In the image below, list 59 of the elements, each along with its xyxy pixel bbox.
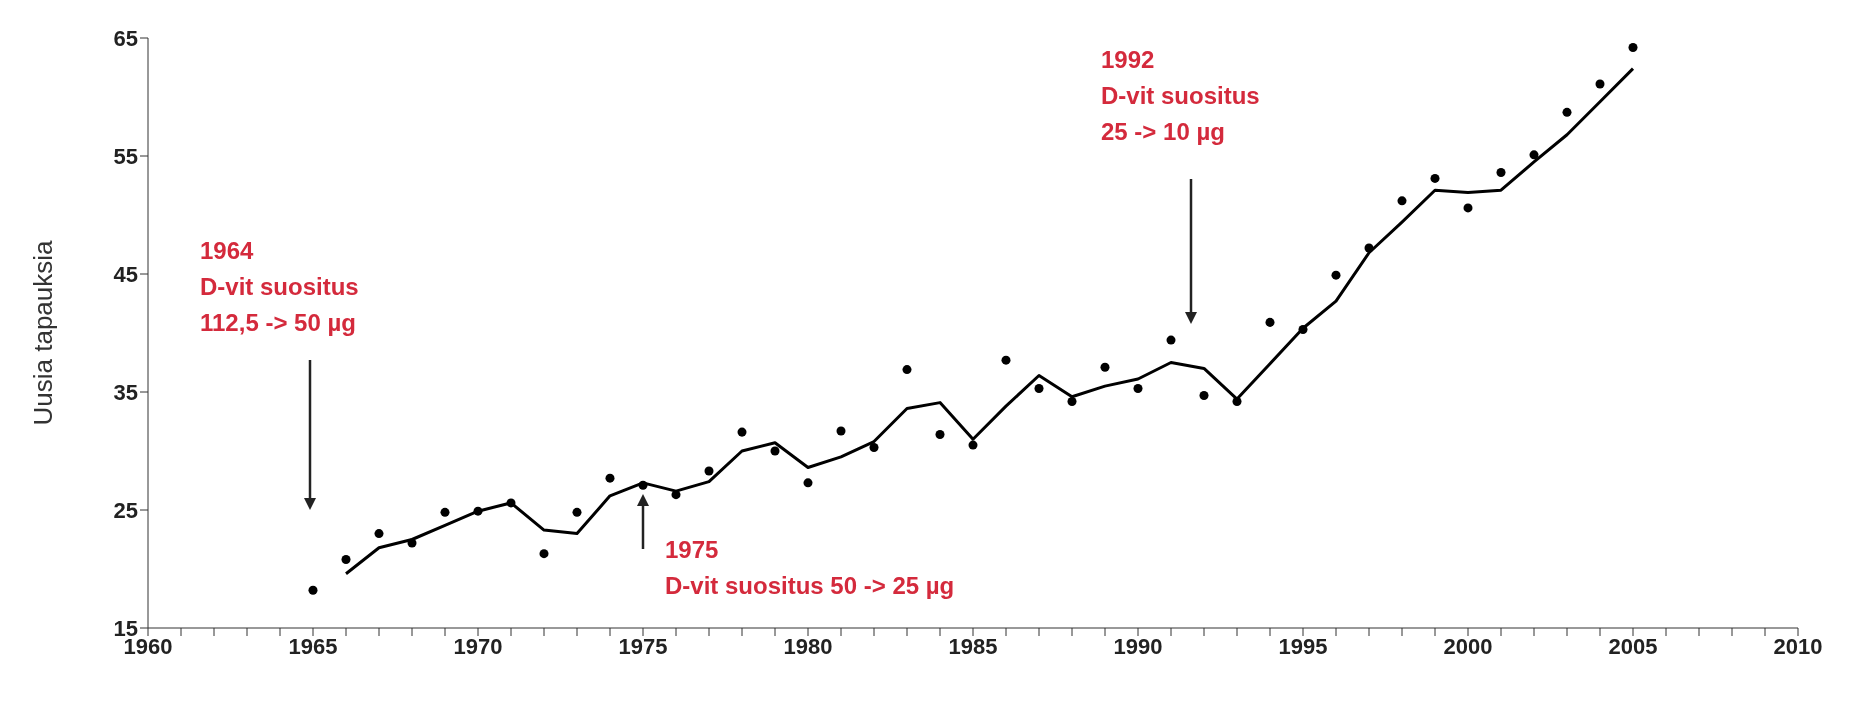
- point: [1364, 243, 1374, 253]
- point: [1397, 196, 1407, 206]
- point: [1628, 42, 1638, 52]
- point: [1034, 383, 1044, 393]
- point: [902, 365, 912, 375]
- point: [803, 478, 813, 488]
- x-tick-label: 1965: [288, 633, 338, 659]
- point: [1562, 107, 1572, 117]
- point: [869, 442, 879, 452]
- point: [407, 538, 417, 548]
- point: [473, 506, 483, 516]
- point: [1496, 168, 1506, 178]
- y-tick-label: 35: [113, 379, 138, 405]
- point: [1199, 391, 1209, 401]
- point: [836, 426, 846, 436]
- x-tick-label: 2005: [1608, 633, 1658, 659]
- point: [1133, 383, 1143, 393]
- point: [308, 585, 318, 595]
- x-tick-label: 1980: [783, 633, 833, 659]
- point: [539, 549, 549, 559]
- x-tick-label: 1975: [618, 633, 668, 659]
- annotation: 1992 D-vit suositus 25 -> 10 µg: [1101, 46, 1260, 145]
- point: [1595, 79, 1605, 89]
- y-tick-label: 55: [113, 143, 138, 169]
- x-tick-label: 2000: [1443, 633, 1493, 659]
- y-axis-title: Uusia tapauksia: [28, 239, 59, 426]
- y-tick-label: 25: [113, 497, 138, 523]
- point: [1067, 396, 1077, 406]
- point: [572, 507, 582, 517]
- point: [638, 480, 648, 490]
- point: [440, 507, 450, 517]
- x-tick-label: 1995: [1278, 633, 1328, 659]
- point: [1529, 150, 1539, 160]
- point: [1001, 355, 1011, 365]
- point: [1265, 317, 1275, 327]
- point: [1331, 270, 1341, 280]
- annotation: 1964 D-vit suositus 112,5 -> 50 µg: [200, 237, 359, 336]
- x-tick-label: 2010: [1773, 633, 1823, 659]
- x-tick-label: 1970: [453, 633, 503, 659]
- y-tick-label: 65: [113, 25, 138, 51]
- point: [1100, 362, 1110, 372]
- point: [671, 490, 681, 500]
- point: [1298, 324, 1308, 334]
- point: [506, 498, 516, 508]
- point: [968, 440, 978, 450]
- x-tick-label: 1990: [1113, 633, 1163, 659]
- y-tick-label: 45: [113, 261, 138, 287]
- x-tick-label: 1985: [948, 633, 998, 659]
- point: [605, 473, 615, 483]
- point: [935, 429, 945, 439]
- point: [1430, 173, 1440, 183]
- point: [341, 555, 351, 565]
- point: [704, 466, 714, 476]
- annotation: 1975 D-vit suositus 50 -> 25 µg: [665, 536, 955, 599]
- point: [1463, 203, 1473, 213]
- point: [770, 446, 780, 456]
- point: [737, 427, 747, 437]
- point: [1166, 335, 1176, 345]
- point: [374, 529, 384, 539]
